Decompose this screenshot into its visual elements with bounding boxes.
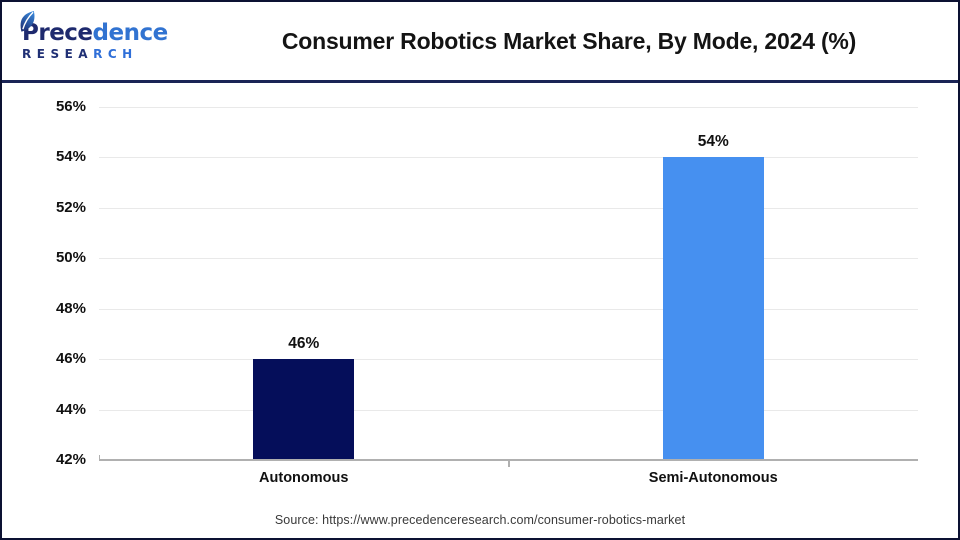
y-tick-label: 46%	[55, 350, 86, 368]
y-axis-stub	[99, 455, 100, 460]
header-divider	[2, 80, 958, 83]
logo: Precedence RESEARCH	[2, 11, 192, 60]
gridline	[99, 409, 918, 411]
bar-value-label: 54%	[697, 133, 729, 151]
page-title: Consumer Robotics Market Share, By Mode,…	[281, 27, 857, 54]
gridline	[99, 107, 918, 108]
x-category-label: Autonomous	[259, 470, 349, 486]
bar-semi-autonomous	[662, 157, 764, 459]
y-tick-label: 54%	[55, 148, 86, 166]
source-note: Source: https://www.precedenceresearch.c…	[274, 513, 686, 527]
gridline	[99, 207, 918, 209]
bar-autonomous	[253, 359, 355, 459]
gridline	[99, 258, 918, 260]
x-axis-tick	[507, 461, 510, 467]
gridline	[99, 157, 918, 159]
logo-wordmark: Precedence	[22, 22, 192, 45]
y-tick-label: 44%	[55, 400, 86, 418]
gridline	[99, 359, 918, 361]
y-tick-label: 48%	[55, 299, 86, 317]
logo-subtitle-dark: RESEA	[22, 47, 94, 61]
logo-text-blue: dence	[92, 20, 169, 46]
y-tick-label: 50%	[55, 249, 86, 267]
y-tick-label: 56%	[55, 98, 86, 115]
gridline	[99, 308, 918, 310]
y-tick-label: 52%	[55, 198, 86, 216]
header: Precedence RESEARCH Consumer Robotics Ma…	[2, 2, 958, 80]
logo-subtitle-blue: RCH	[93, 47, 138, 61]
logo-text-dark: Prece	[22, 20, 93, 46]
bar-value-label: 46%	[288, 335, 320, 353]
chart-area: 42% 44% 46% 48% 50% 52% 54% 56% 46% Autonomous 54%…	[2, 83, 958, 538]
leaf-icon	[20, 11, 35, 32]
x-axis-line	[99, 459, 918, 461]
y-tick-label: 42%	[55, 451, 86, 468]
logo-subtitle: RESEARCH	[22, 48, 192, 60]
x-category-label: Semi-Autonomous	[648, 470, 778, 486]
